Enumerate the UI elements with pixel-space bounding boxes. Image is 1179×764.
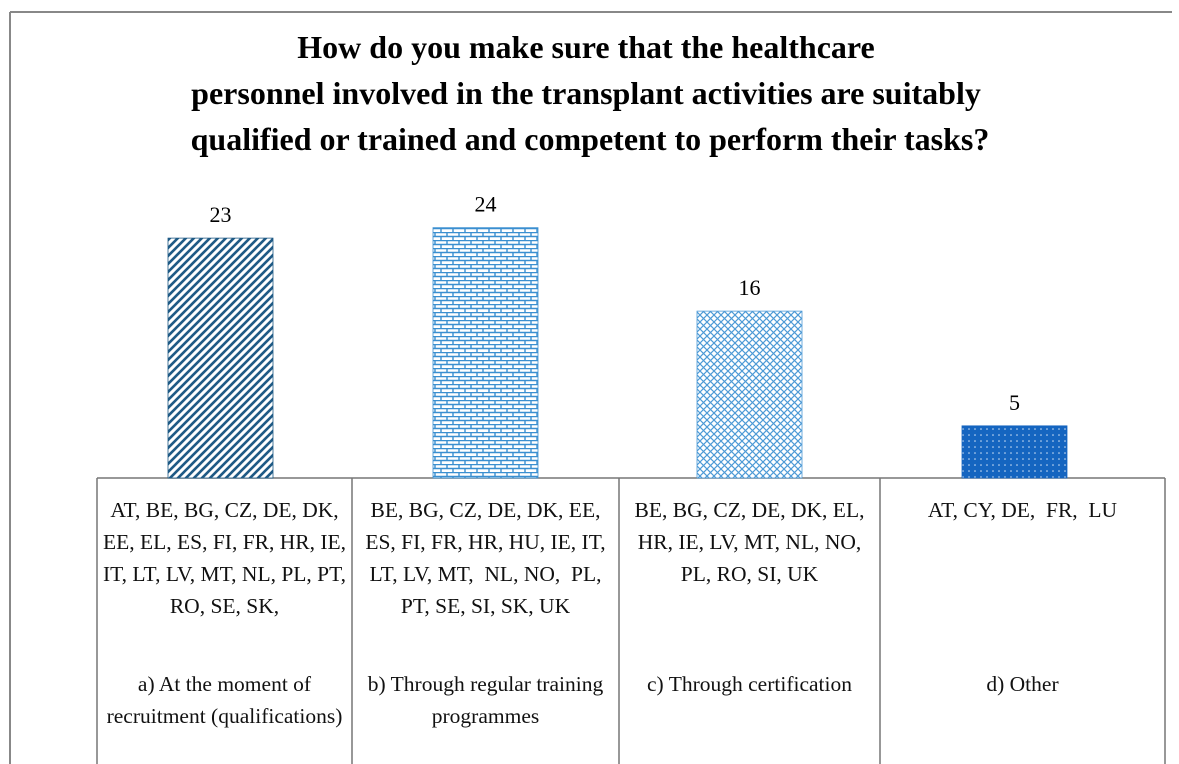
country-list: BE, BG, CZ, DE, DK, EE, ES, FI, FR, HR, …: [365, 498, 613, 618]
value-label: 5: [1009, 390, 1020, 415]
bar: [961, 425, 1068, 479]
category-label: d) Other: [986, 672, 1059, 696]
value-label: 23: [210, 202, 232, 227]
bar: [432, 227, 539, 479]
category-label: a) At the moment of recruitment (qualifi…: [106, 672, 343, 728]
bar: [167, 237, 274, 479]
country-list: BE, BG, CZ, DE, DK, EL, HR, IE, LV, MT, …: [634, 498, 870, 586]
bar: [696, 310, 803, 479]
value-label: 16: [739, 275, 761, 300]
category-label: c) Through certification: [647, 672, 852, 696]
category-label: b) Through regular training programmes: [367, 672, 604, 728]
country-list: AT, BE, BG, CZ, DE, DK, EE, EL, ES, FI, …: [102, 498, 347, 618]
chart-title: How do you make sure that the healthcare…: [191, 29, 990, 157]
country-list: AT, CY, DE, FR, LU: [927, 498, 1118, 522]
value-label: 24: [475, 192, 497, 217]
